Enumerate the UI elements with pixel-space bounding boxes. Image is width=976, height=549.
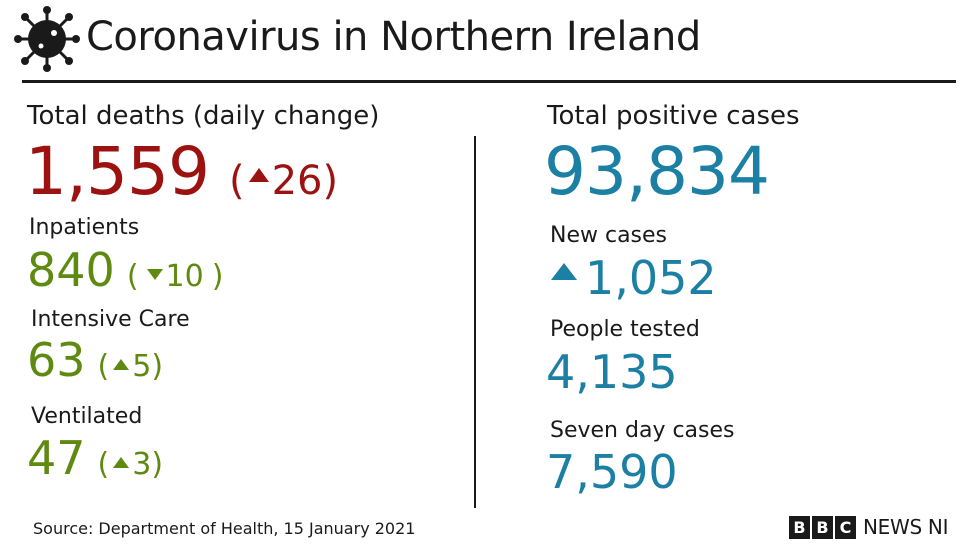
new-cases-label: New cases	[550, 223, 668, 248]
total-cases-value: 93,834	[544, 133, 770, 210]
column-divider	[474, 136, 476, 508]
seven-day-cases-value-row: 7,590	[546, 446, 678, 498]
bbc-logo-text: NEWS NI	[863, 515, 949, 539]
bbc-logo-letter: C	[835, 516, 856, 539]
open-paren: (	[126, 259, 139, 294]
up-arrow-icon	[113, 359, 130, 370]
intensive-care-change: 5	[132, 349, 152, 384]
intensive-care-value-row: 63 ( 5 )	[27, 334, 163, 386]
open-paren: (	[228, 158, 245, 204]
close-paren: )	[151, 349, 164, 384]
new-cases-value-row: 1,052	[551, 252, 717, 304]
inpatients-value-row: 840 ( 10 )	[27, 244, 223, 296]
new-cases-value: 1,052	[585, 251, 717, 305]
close-paren: )	[322, 158, 339, 204]
total-cases-label: Total positive cases	[547, 101, 800, 131]
ventilated-change: 3	[132, 447, 152, 482]
up-arrow-icon	[248, 168, 269, 182]
header-divider	[22, 80, 956, 83]
total-cases-value-row: 93,834	[544, 133, 770, 210]
seven-day-cases-label: Seven day cases	[550, 418, 735, 443]
close-paren: )	[211, 259, 224, 294]
up-arrow-icon	[113, 457, 130, 468]
ventilated-value: 47	[27, 431, 86, 485]
intensive-care-label: Intensive Care	[31, 307, 190, 332]
seven-day-cases-value: 7,590	[546, 445, 678, 499]
people-tested-label: People tested	[550, 317, 700, 342]
down-arrow-icon	[146, 269, 163, 280]
total-deaths-value-row: 1,559 ( 26 )	[25, 136, 338, 208]
source-note: Source: Department of Health, 15 January…	[33, 519, 416, 538]
open-paren: (	[97, 349, 110, 384]
page-title: Coronavirus in Northern Ireland	[86, 14, 701, 60]
inpatients-label: Inpatients	[29, 215, 140, 240]
bbc-logo-letter: B	[789, 516, 810, 539]
bbc-logo-letter: B	[812, 516, 833, 539]
inpatients-value: 840	[27, 243, 115, 297]
ventilated-value-row: 47 ( 3 )	[27, 432, 163, 484]
people-tested-value-row: 4,135	[546, 346, 678, 398]
total-deaths-value: 1,559	[25, 133, 210, 210]
coronavirus-icon	[14, 6, 80, 72]
intensive-care-value: 63	[27, 333, 86, 387]
people-tested-value: 4,135	[546, 345, 678, 399]
total-deaths-change: 26	[271, 158, 323, 204]
total-deaths-label: Total deaths (daily change)	[27, 101, 380, 131]
open-paren: (	[97, 447, 110, 482]
ventilated-label: Ventilated	[31, 404, 143, 429]
inpatients-change: 10	[165, 259, 204, 294]
close-paren: )	[151, 447, 164, 482]
up-arrow-icon	[551, 263, 577, 280]
bbc-news-ni-logo: B B C NEWS NI	[789, 516, 948, 539]
